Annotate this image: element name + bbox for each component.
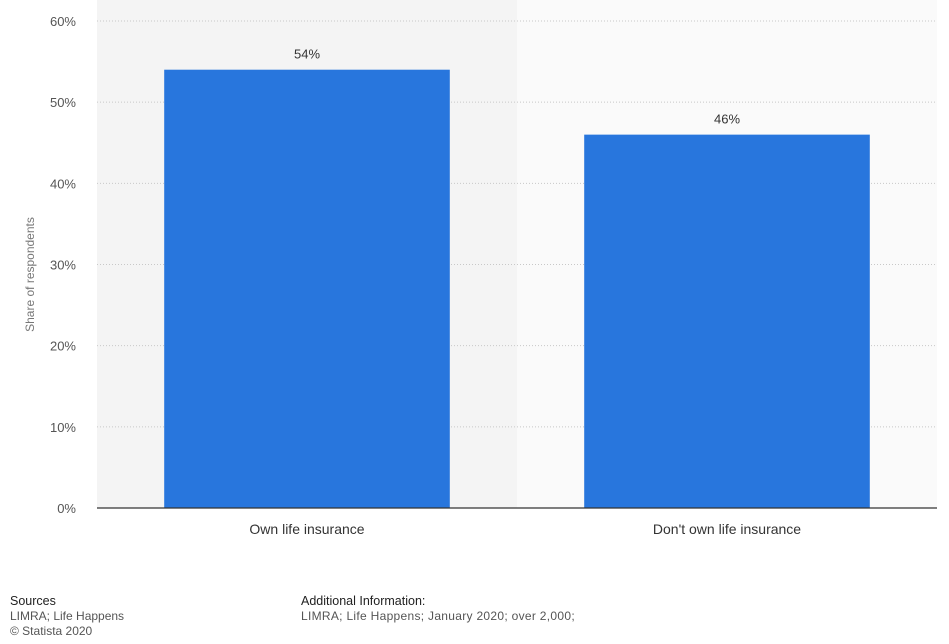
y-tick-label: 30% xyxy=(50,258,76,273)
additional-info-block: Additional Information: LIMRA; Life Happ… xyxy=(301,594,575,624)
bar-chart: 0% 10% 20% 30% 40% 50% 60% 54% 46% Own life ins… xyxy=(23,0,937,537)
bar-value-label: 46% xyxy=(714,112,740,127)
sources-block: Sources LIMRA; Life Happens © Statista 2… xyxy=(10,594,124,639)
sources-text: LIMRA; Life Happens xyxy=(10,609,125,623)
sources-heading: Sources xyxy=(10,594,56,608)
y-tick-label: 10% xyxy=(50,420,76,435)
bar-value-label: 54% xyxy=(294,47,320,62)
x-tick-label: Don't own life insurance xyxy=(653,521,801,537)
bars xyxy=(164,69,870,508)
additional-info-heading: Additional Information: xyxy=(301,594,426,608)
bar[interactable] xyxy=(164,69,450,508)
y-tick-label: 20% xyxy=(50,339,76,354)
y-axis-ticks: 0% 10% 20% 30% 40% 50% 60% xyxy=(50,14,76,516)
additional-info-text: LIMRA; Life Happens; January 2020; over … xyxy=(301,609,575,623)
y-tick-label: 0% xyxy=(57,501,76,516)
y-tick-label: 50% xyxy=(50,95,76,110)
data-labels: 54% 46% xyxy=(294,47,740,127)
y-tick-label: 40% xyxy=(50,176,76,191)
y-tick-label: 60% xyxy=(50,14,76,29)
copyright-text: © Statista 2020 xyxy=(10,624,93,638)
bar[interactable] xyxy=(584,134,870,508)
x-axis-labels: Own life insurance Don't own life insuran… xyxy=(249,521,801,537)
x-tick-label: Own life insurance xyxy=(249,521,364,537)
y-axis-title: Share of respondents xyxy=(23,217,37,332)
